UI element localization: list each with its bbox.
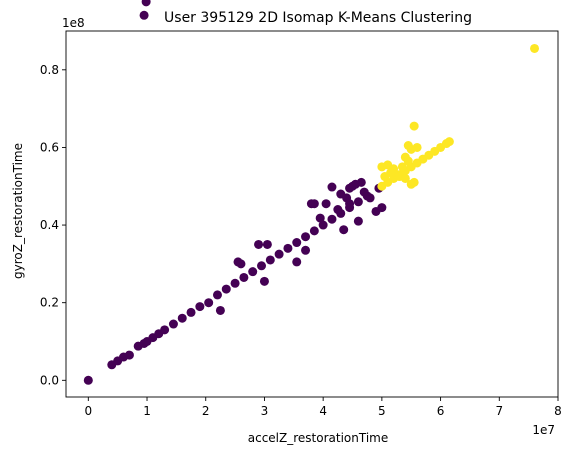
x-tick-label: 7	[495, 404, 503, 418]
x-axis-multiplier: 1e7	[532, 423, 555, 437]
data-point	[359, 187, 369, 197]
data-point	[301, 232, 311, 242]
data-point	[283, 243, 293, 253]
data-point	[215, 305, 225, 315]
y-axis-label: gyroZ_restorationTime	[11, 143, 25, 279]
data-point	[397, 162, 407, 172]
data-point	[292, 257, 302, 267]
y-tick-label: 0.4	[40, 218, 59, 232]
data-point	[412, 142, 422, 152]
data-point	[230, 278, 240, 288]
data-point	[83, 375, 93, 385]
data-point	[365, 193, 375, 203]
data-point	[345, 199, 355, 209]
data-point	[265, 255, 275, 265]
data-point	[301, 245, 311, 255]
data-point	[321, 199, 331, 209]
chart-title: User 395129 2D Isomap K-Means Clustering	[164, 10, 472, 26]
data-point	[327, 182, 337, 192]
data-point	[339, 225, 349, 235]
x-tick-label: 0	[84, 404, 92, 418]
data-point	[315, 213, 325, 223]
data-point	[309, 226, 319, 236]
data-point	[318, 220, 328, 230]
data-point	[356, 177, 366, 187]
data-point	[327, 214, 337, 224]
plot-frame	[65, 30, 559, 398]
data-point	[380, 172, 390, 182]
x-tick-label: 8	[554, 404, 562, 418]
data-point	[257, 261, 267, 271]
x-tick-label: 1	[143, 404, 151, 418]
data-point	[409, 121, 419, 131]
data-point	[403, 156, 413, 166]
data-point	[212, 290, 222, 300]
data-point	[333, 205, 343, 215]
x-axis-ticks: 0 1 2 3 4 5 6 7 8	[84, 397, 562, 418]
data-point	[530, 43, 540, 53]
data-point	[259, 276, 269, 286]
data-point	[168, 319, 178, 329]
x-tick-label: 4	[319, 404, 327, 418]
data-point	[254, 239, 264, 249]
data-point	[292, 238, 302, 248]
data-point	[309, 199, 319, 209]
data-point	[377, 203, 387, 213]
data-point	[239, 272, 249, 282]
x-tick-label: 5	[378, 404, 386, 418]
data-point	[248, 267, 258, 277]
data-point	[444, 137, 454, 147]
data-point	[141, 0, 151, 7]
data-point	[409, 177, 419, 187]
data-point	[353, 216, 363, 226]
points-layer	[83, 0, 540, 385]
data-point	[204, 298, 214, 308]
x-tick-label: 2	[202, 404, 210, 418]
data-point	[160, 325, 170, 335]
data-point	[353, 197, 363, 207]
plot-area: 0 1 2 3 4 5 6 7 8 0.0 0.2 0.4 0.6 0.8	[40, 0, 562, 418]
y-axis-multiplier: 1e8	[62, 16, 85, 30]
x-axis-label: accelZ_restorationTime	[248, 431, 388, 445]
data-point	[274, 249, 284, 259]
y-tick-label: 0.2	[40, 296, 59, 310]
data-point	[186, 307, 196, 317]
data-point	[262, 239, 272, 249]
x-tick-label: 3	[261, 404, 269, 418]
data-point	[139, 10, 149, 20]
data-point	[236, 259, 246, 269]
x-tick-label: 6	[437, 404, 445, 418]
y-axis-ticks: 0.0 0.2 0.4 0.6 0.8	[40, 63, 66, 387]
y-tick-label: 0.0	[40, 373, 59, 387]
data-point	[221, 284, 231, 294]
y-tick-label: 0.8	[40, 63, 59, 77]
data-point	[195, 302, 205, 312]
data-point	[124, 350, 134, 360]
data-point	[177, 313, 187, 323]
y-tick-label: 0.6	[40, 140, 59, 154]
cluster-1-series	[377, 43, 540, 191]
data-point	[400, 173, 410, 183]
